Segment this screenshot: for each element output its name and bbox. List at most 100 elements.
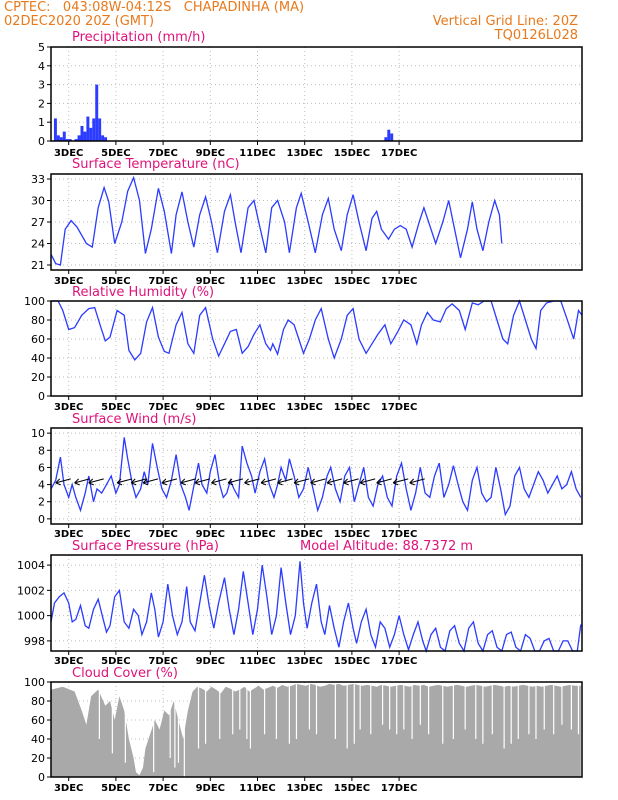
precipitation-bar <box>77 135 81 141</box>
panel-annotation: Model Altitude: 88.7372 m <box>300 539 473 554</box>
wind-arrow-shaft <box>227 478 244 484</box>
y-tick-label: 10 <box>31 427 45 440</box>
wind-arrow-head <box>277 478 283 486</box>
wind-arrow-shaft <box>393 478 409 484</box>
wind-arrow-head <box>180 478 186 486</box>
precipitation-bar <box>53 118 57 141</box>
wind-arrow-head <box>161 478 168 486</box>
x-tick-label: 3DEC <box>54 402 83 413</box>
x-tick-label: 15DEC <box>334 276 370 287</box>
wind-arrow-shaft <box>360 478 376 484</box>
precipitation-bar <box>104 137 108 141</box>
header-location: CPTEC: 043:08W-04:12S CHAPADINHA (MA) <box>4 0 305 15</box>
x-tick-label: 11DEC <box>239 656 275 667</box>
x-tick-label: 7DEC <box>148 529 177 540</box>
wind-arrow-shaft <box>74 478 90 484</box>
x-tick-label: 17DEC <box>381 148 417 159</box>
x-tick-label: 11DEC <box>239 402 275 413</box>
y-tick-label: 0 <box>38 513 45 526</box>
y-tick-label: 3 <box>38 79 45 92</box>
x-tick-label: 7DEC <box>148 276 177 287</box>
x-tick-label: 15DEC <box>334 656 370 667</box>
x-tick-label: 17DEC <box>381 402 417 413</box>
precipitation-bar <box>56 135 60 141</box>
y-tick-label: 27 <box>31 216 45 229</box>
y-tick-label: 4 <box>38 479 45 492</box>
y-tick-label: 40 <box>31 352 45 365</box>
wind-arrow-shaft <box>180 478 196 484</box>
x-tick-label: 15DEC <box>334 529 370 540</box>
panel-frame <box>50 300 583 397</box>
series-line <box>50 561 582 654</box>
y-tick-label: 6 <box>38 461 45 474</box>
x-tick-label: 17DEC <box>381 276 417 287</box>
wind-arrow-shaft <box>260 478 277 484</box>
y-tick-label: 60 <box>31 714 45 727</box>
y-tick-label: 8 <box>38 444 45 457</box>
wind-arrow-head <box>343 478 349 486</box>
y-tick-label: 24 <box>31 237 45 250</box>
wind-arrow-head <box>244 478 250 486</box>
series-line <box>50 437 582 517</box>
precipitation-bar <box>83 131 87 141</box>
y-tick-label: 5 <box>38 41 45 54</box>
x-tick-label: 3DEC <box>54 276 83 287</box>
wind-arrow-head <box>326 478 333 486</box>
y-tick-label: 30 <box>31 195 45 208</box>
y-tick-label: 80 <box>31 314 45 327</box>
x-tick-label: 3DEC <box>54 656 83 667</box>
wind-arrow-head <box>88 478 94 486</box>
panel-frame <box>50 554 583 652</box>
y-tick-label: 100 <box>24 295 45 308</box>
x-tick-label: 7DEC <box>148 402 177 413</box>
x-tick-label: 13DEC <box>287 529 323 540</box>
y-tick-label: 1002 <box>17 584 45 597</box>
panel-title: Cloud Cover (%) <box>72 666 178 681</box>
x-tick-label: 3DEC <box>54 783 83 794</box>
y-tick-label: 20 <box>31 752 45 765</box>
x-tick-label: 9DEC <box>196 783 225 794</box>
x-tick-label: 15DEC <box>334 783 370 794</box>
wind-arrow-shaft <box>55 478 71 484</box>
precipitation-bar <box>86 116 90 141</box>
x-tick-label: 5DEC <box>101 783 130 794</box>
wind-arrow-shaft <box>131 478 147 484</box>
wind-arrow-head <box>74 478 80 486</box>
precipitation-bar <box>68 139 72 141</box>
y-tick-label: 21 <box>31 259 45 272</box>
x-tick-label: 13DEC <box>287 783 323 794</box>
x-tick-label: 9DEC <box>196 656 225 667</box>
precipitation-bar <box>95 84 99 141</box>
y-tick-label: 1 <box>38 116 45 129</box>
series-line <box>50 175 503 266</box>
wind-arrow-shaft <box>293 478 310 484</box>
x-tick-label: 7DEC <box>148 148 177 159</box>
wind-arrow-head <box>227 478 234 486</box>
wind-arrow-head <box>142 478 149 486</box>
y-tick-label: 4 <box>38 60 45 73</box>
x-tick-label: 11DEC <box>239 529 275 540</box>
precipitation-bar <box>92 118 96 141</box>
y-tick-label: 2 <box>38 496 45 509</box>
wind-arrow-shaft <box>244 478 260 484</box>
panel-title: Surface Temperature (nC) <box>72 157 240 172</box>
wind-arrow-head <box>392 478 399 486</box>
x-tick-label: 15DEC <box>334 148 370 159</box>
x-tick-label: 5DEC <box>101 402 130 413</box>
panel-frame <box>50 427 583 525</box>
x-tick-label: 7DEC <box>148 656 177 667</box>
wind-arrow-shaft <box>277 478 293 484</box>
y-tick-label: 80 <box>31 695 45 708</box>
wind-arrow-head <box>409 478 415 486</box>
precipitation-bar <box>390 133 394 141</box>
precipitation-bar <box>387 129 391 141</box>
x-tick-label: 5DEC <box>101 656 130 667</box>
x-tick-label: 9DEC <box>196 529 225 540</box>
precipitation-bar <box>62 131 66 141</box>
y-tick-label: 40 <box>31 733 45 746</box>
x-tick-label: 5DEC <box>101 276 130 287</box>
wind-arrow-shaft <box>211 478 227 484</box>
x-tick-label: 13DEC <box>287 656 323 667</box>
x-tick-label: 17DEC <box>381 529 417 540</box>
